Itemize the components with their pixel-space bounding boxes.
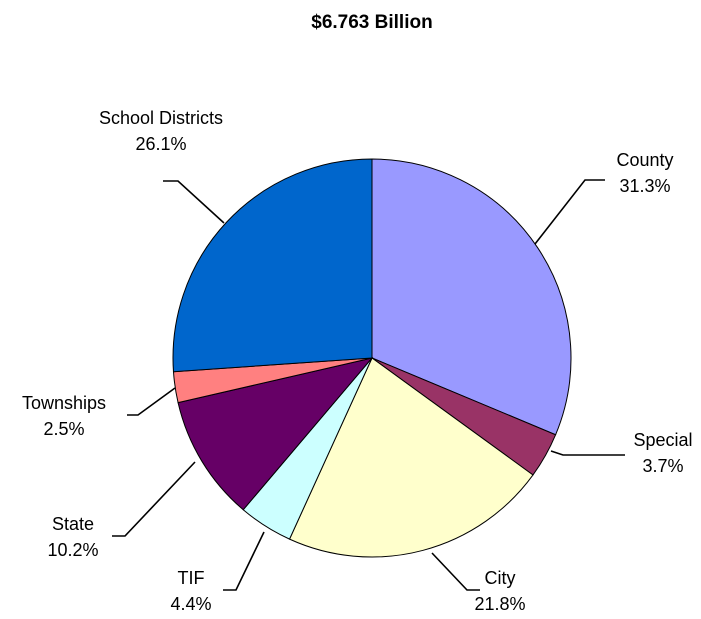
slice-labels: County 31.3% Special 3.7% City 21.8% TIF 4.4% St…: [22, 108, 693, 614]
slice-label-percent-county: 31.3%: [619, 176, 670, 196]
slice-label-percent-special: 3.7%: [642, 456, 683, 476]
slice-label-name-city: City: [485, 568, 516, 588]
slice-label-name-county: County: [616, 150, 673, 170]
leader-line-townships: [127, 387, 176, 416]
pie-slices: [172, 158, 572, 558]
leader-lines: [112, 179, 625, 591]
leader-line-state: [112, 461, 196, 537]
chart-title: $6.763 Billion: [311, 12, 432, 33]
pie-slice-city: [288, 357, 534, 558]
slice-label-percent-state: 10.2%: [47, 540, 98, 560]
leader-line-county: [534, 179, 605, 245]
slice-label-name-special: Special: [633, 430, 692, 450]
leader-line-school-districts: [163, 180, 225, 224]
slice-label-name-tif: TIF: [178, 568, 205, 588]
leader-line-special: [550, 450, 625, 456]
slice-label-percent-tif: 4.4%: [170, 594, 211, 614]
leader-line-city: [431, 552, 480, 591]
slice-label-percent-school-districts: 26.1%: [135, 134, 186, 154]
slice-label-name-state: State: [52, 514, 94, 534]
slice-label-percent-townships: 2.5%: [43, 419, 84, 439]
pie-slice-county: [371, 158, 572, 436]
leader-line-tif: [223, 531, 265, 591]
slice-label-percent-city: 21.8%: [474, 594, 525, 614]
pie-slice-school-districts: [172, 158, 373, 373]
slice-label-name-school-districts: School Districts: [99, 108, 223, 128]
pie-slice-state: [177, 357, 374, 511]
slice-label-name-townships: Townships: [22, 393, 106, 413]
